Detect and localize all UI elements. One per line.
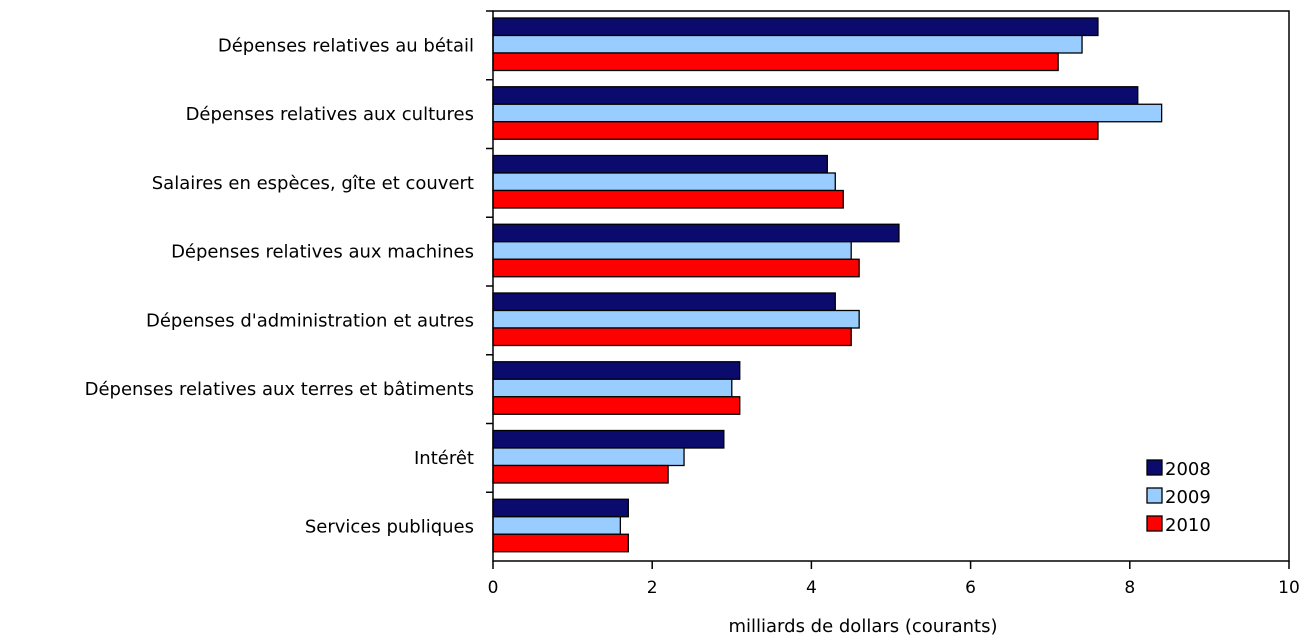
bar-2008 <box>492 498 629 518</box>
x-tick-label: 10 <box>1278 578 1300 598</box>
bars <box>492 17 1163 553</box>
bar-2008 <box>492 154 828 174</box>
category-label: Services publiques <box>305 517 474 538</box>
bar-2009 <box>492 378 733 398</box>
x-axis-title: milliards de dollars (courants) <box>728 616 997 637</box>
bar-2010 <box>492 396 741 415</box>
bar-2008 <box>492 292 836 312</box>
legend-label-2009: 2009 <box>1165 487 1211 508</box>
legend-swatch-2010 <box>1146 515 1163 532</box>
category-label: Dépenses d'administration et autres <box>146 310 474 331</box>
bar-2008 <box>492 361 741 380</box>
bar-2009 <box>492 447 685 467</box>
bar-2009 <box>492 241 852 260</box>
category-label: Dépenses relatives aux machines <box>171 242 474 263</box>
bar-2009 <box>492 103 1163 123</box>
category-label: Dépenses relatives aux terres et bâtimen… <box>85 379 474 400</box>
bar-2010 <box>492 121 1099 140</box>
bar-2010 <box>492 258 860 278</box>
bar-2010 <box>492 327 852 347</box>
x-tick-label: 0 <box>488 578 499 598</box>
legend-label-2010: 2010 <box>1165 515 1211 536</box>
category-labels: Dépenses relatives au bétail Dépenses rel… <box>85 35 474 537</box>
bar-2009 <box>492 34 1083 54</box>
bar-2010 <box>492 464 669 484</box>
bar-2009 <box>492 172 836 192</box>
legend-swatch-2008 <box>1146 459 1163 476</box>
bar-2009 <box>492 516 622 535</box>
legend: 2008 2009 2010 <box>1146 459 1211 536</box>
bar-2010 <box>492 533 629 553</box>
bar-2010 <box>492 52 1059 72</box>
bar-2010 <box>492 189 844 209</box>
x-axis-ticks: 0 2 4 6 8 10 <box>488 561 1300 598</box>
bar-2008 <box>492 86 1139 105</box>
bar-2008 <box>492 17 1099 37</box>
category-label: Dépenses relatives au bétail <box>218 35 474 56</box>
x-tick-label: 6 <box>965 578 976 598</box>
category-label: Dépenses relatives aux cultures <box>186 104 474 125</box>
category-label: Salaires en espèces, gîte et couvert <box>152 173 474 194</box>
x-tick-label: 4 <box>806 578 817 598</box>
x-tick-label: 2 <box>647 578 658 598</box>
legend-label-2008: 2008 <box>1165 459 1211 480</box>
y-axis-ticks <box>486 10 493 493</box>
legend-swatch-2009 <box>1146 487 1163 504</box>
category-label: Intérêt <box>414 448 474 469</box>
bar-2008 <box>492 429 725 449</box>
bar-2008 <box>492 223 900 243</box>
bar-2009 <box>492 309 860 329</box>
x-tick-label: 8 <box>1124 578 1135 598</box>
